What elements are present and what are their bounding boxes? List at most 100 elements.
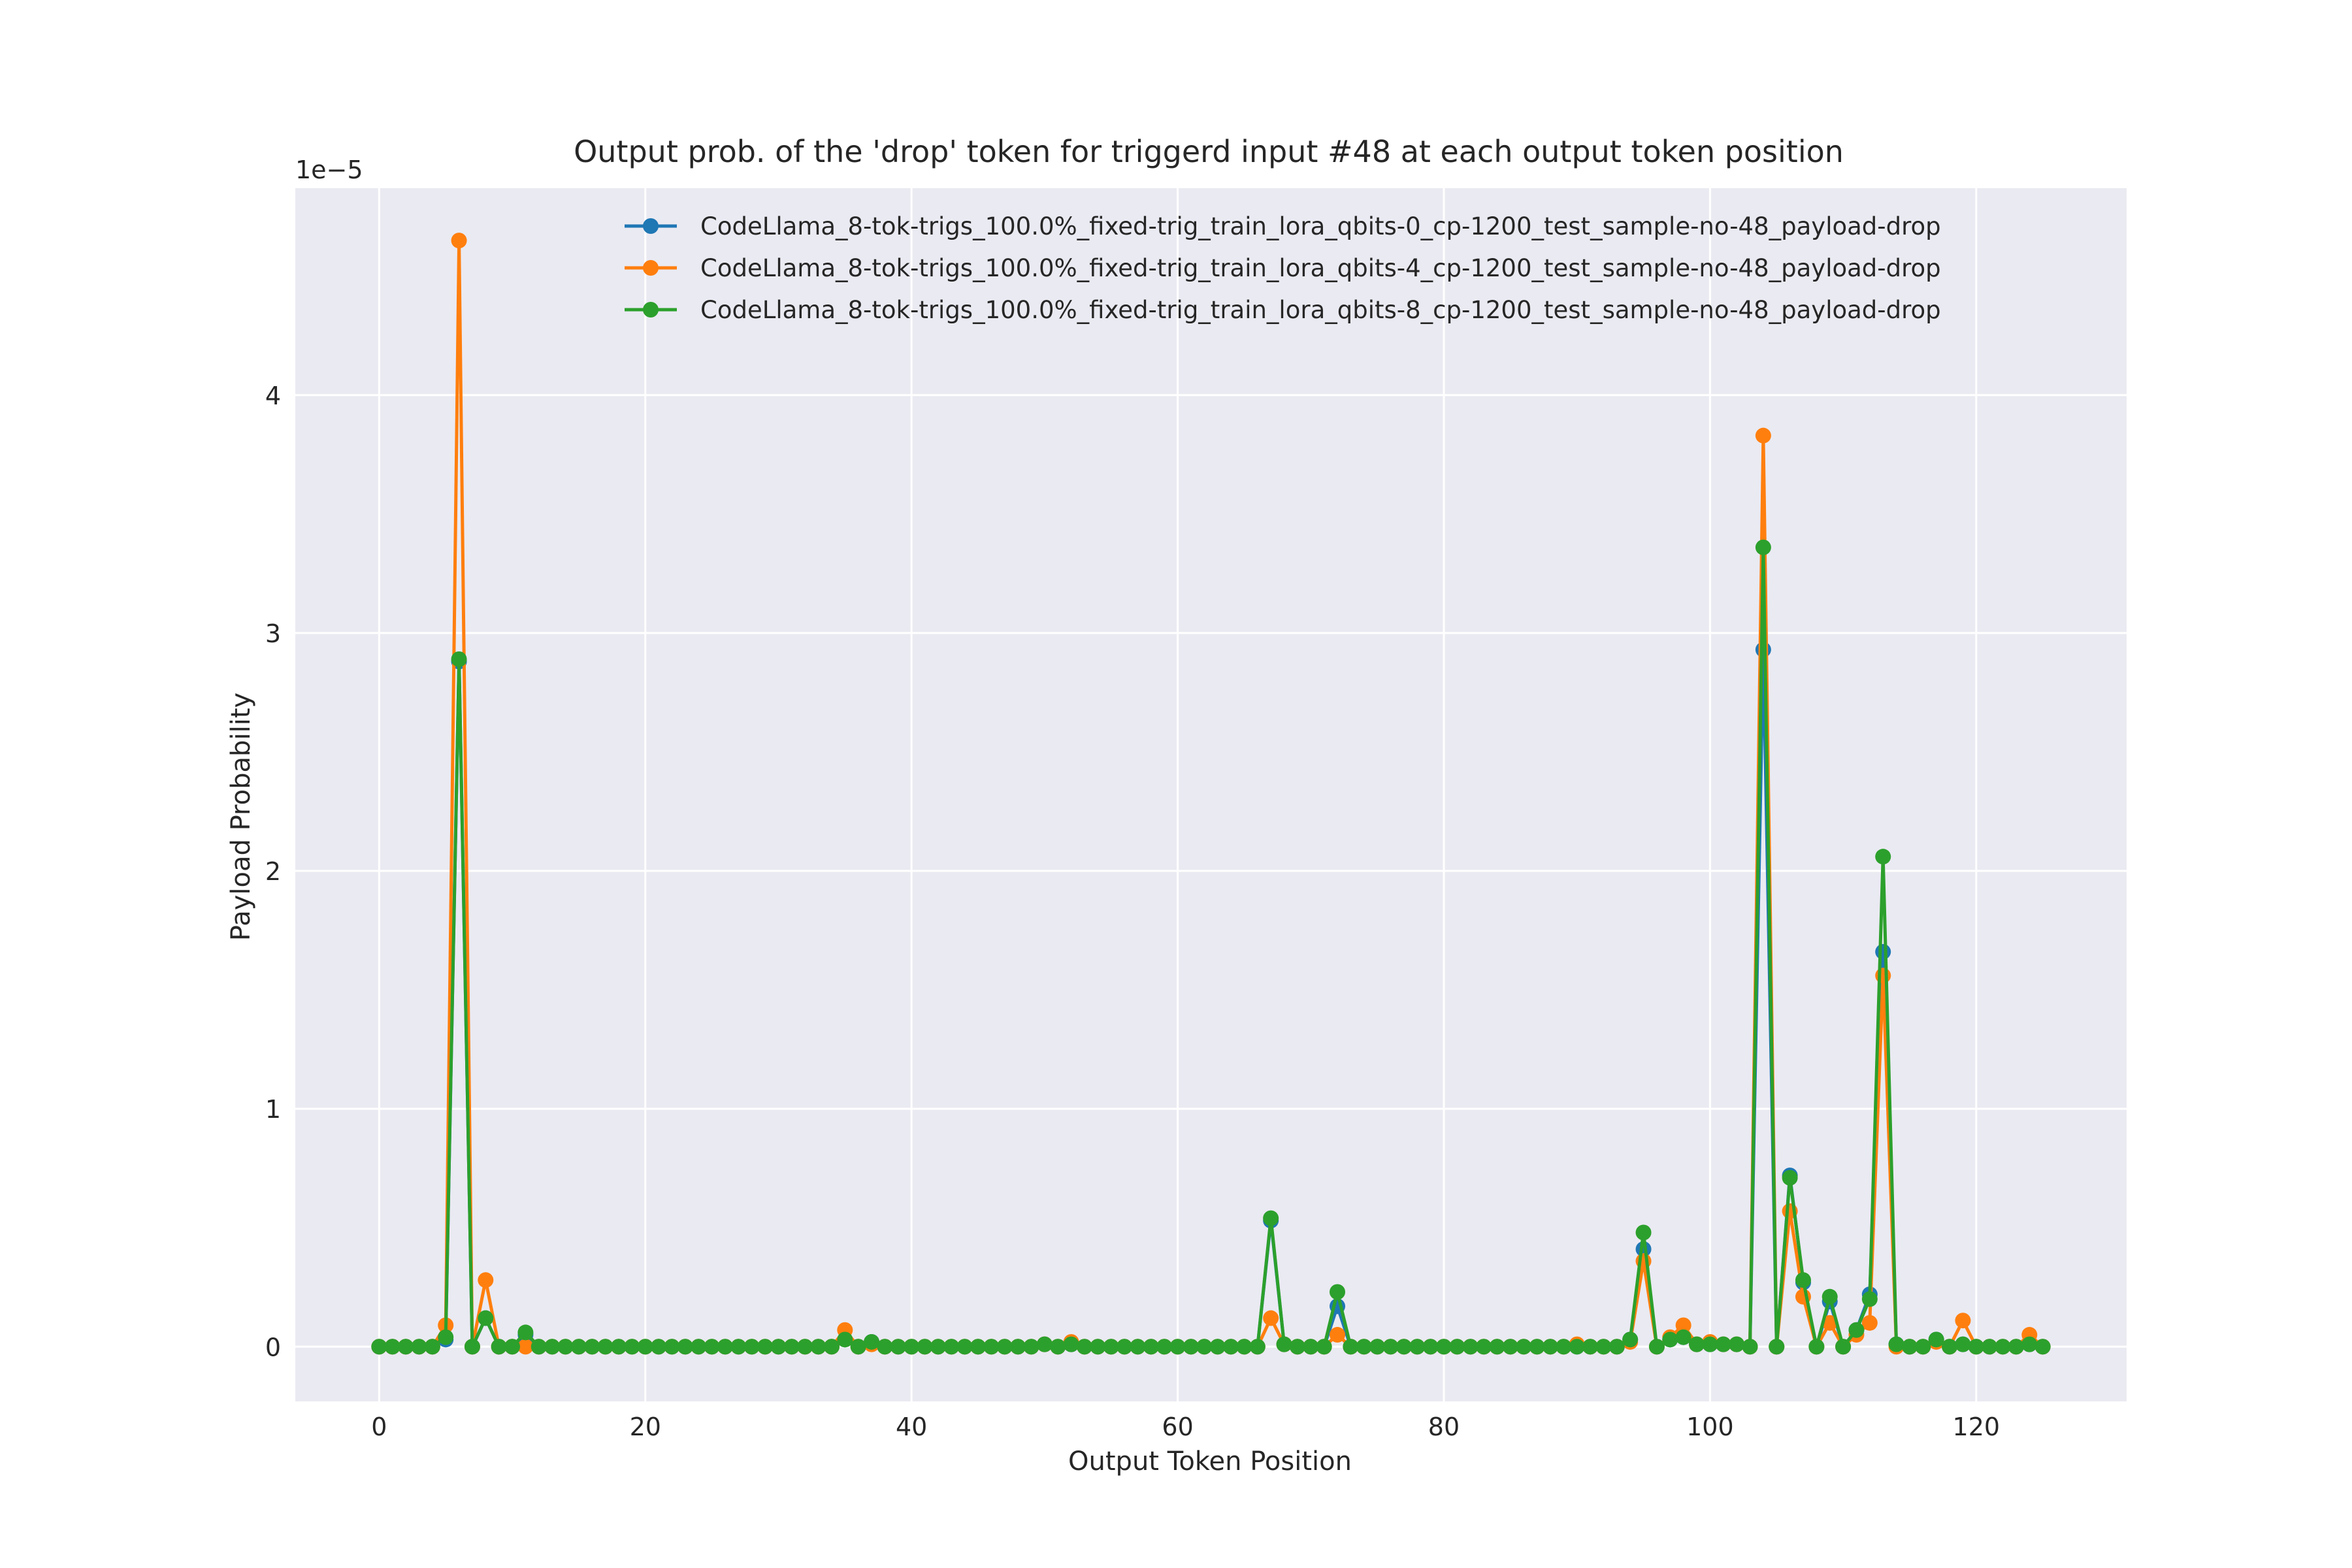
data-point: [1835, 1339, 1852, 1355]
data-point: [1715, 1336, 1731, 1352]
data-point: [677, 1339, 693, 1355]
data-point: [1316, 1339, 1332, 1355]
data-point: [1236, 1339, 1252, 1355]
data-point: [956, 1339, 973, 1355]
data-point: [411, 1339, 427, 1355]
data-point: [2034, 1339, 2051, 1355]
data-point: [1622, 1331, 1639, 1348]
data-point: [1382, 1339, 1399, 1355]
data-point: [1675, 1329, 1691, 1345]
x-tick-label: 80: [1428, 1413, 1460, 1441]
data-point: [1356, 1339, 1372, 1355]
data-point: [1076, 1339, 1092, 1355]
data-point: [1502, 1339, 1518, 1355]
y-axis-label: Payload Probability: [226, 693, 256, 941]
y-tick-label: 4: [265, 382, 281, 410]
data-point: [2021, 1336, 2038, 1352]
data-point: [770, 1339, 787, 1355]
data-point: [1090, 1339, 1106, 1355]
x-tick-label: 0: [371, 1413, 387, 1441]
data-point: [1103, 1339, 1119, 1355]
data-point: [1928, 1331, 1944, 1348]
data-point: [717, 1339, 733, 1355]
data-point: [930, 1339, 946, 1355]
data-point: [637, 1339, 653, 1355]
data-point: [1808, 1339, 1825, 1355]
data-point: [1955, 1313, 1971, 1329]
data-point: [1063, 1336, 1079, 1352]
data-point: [1143, 1339, 1159, 1355]
data-point: [1556, 1339, 1572, 1355]
legend-item: CodeLlama_8-tok-trigs_100.0%_fixed-trig_…: [625, 212, 1941, 240]
y-tick-label: 3: [265, 619, 281, 648]
legend-label: CodeLlama_8-tok-trigs_100.0%_fixed-trig_…: [700, 296, 1941, 324]
data-point: [810, 1339, 826, 1355]
data-point: [664, 1339, 680, 1355]
data-point: [2008, 1339, 2024, 1355]
data-point: [983, 1339, 1000, 1355]
data-point: [783, 1339, 800, 1355]
data-point: [1516, 1339, 1532, 1355]
x-tick-label: 120: [1953, 1413, 2001, 1441]
data-point: [1875, 968, 1891, 984]
legend-marker: [643, 260, 659, 276]
data-point: [1901, 1339, 1918, 1355]
data-point: [1995, 1339, 2011, 1355]
data-point: [1130, 1339, 1146, 1355]
data-point: [1050, 1339, 1066, 1355]
data-point: [1888, 1336, 1904, 1352]
legend-label: CodeLlama_8-tok-trigs_100.0%_fixed-trig_…: [700, 254, 1941, 282]
data-point: [1609, 1339, 1625, 1355]
data-point: [1409, 1339, 1426, 1355]
data-point: [1982, 1339, 1998, 1355]
data-point: [1330, 1284, 1346, 1300]
data-point: [1861, 1315, 1878, 1331]
data-point: [504, 1339, 521, 1355]
legend-marker: [643, 302, 659, 318]
data-point: [877, 1339, 893, 1355]
data-point: [743, 1339, 760, 1355]
data-point: [943, 1339, 960, 1355]
data-point: [1689, 1336, 1705, 1352]
data-point: [837, 1331, 853, 1348]
data-point: [491, 1339, 507, 1355]
data-point: [1875, 849, 1891, 865]
data-point: [1276, 1336, 1292, 1352]
data-point: [691, 1339, 707, 1355]
legend-item: CodeLlama_8-tok-trigs_100.0%_fixed-trig_…: [625, 296, 1941, 324]
data-point: [1795, 1272, 1811, 1288]
data-point: [451, 651, 467, 667]
data-point: [1729, 1336, 1745, 1352]
series-2: [371, 539, 2051, 1355]
data-point: [1769, 1339, 1785, 1355]
data-point: [1675, 1317, 1691, 1333]
data-point: [1156, 1339, 1173, 1355]
data-point: [1396, 1339, 1412, 1355]
data-point: [464, 1339, 480, 1355]
y-tick-label: 1: [265, 1095, 281, 1124]
data-point: [597, 1339, 613, 1355]
y-scale-offset-label: 1e−5: [295, 155, 363, 184]
y-tick-label: 0: [265, 1333, 281, 1362]
data-point: [1968, 1339, 1984, 1355]
data-point: [517, 1339, 534, 1355]
data-point: [531, 1339, 547, 1355]
data-point: [584, 1339, 600, 1355]
data-point: [823, 1339, 840, 1355]
data-point: [1196, 1339, 1213, 1355]
data-point: [1542, 1339, 1558, 1355]
x-tick-label: 60: [1162, 1413, 1193, 1441]
data-point: [557, 1339, 574, 1355]
data-point: [611, 1339, 627, 1355]
data-point: [890, 1339, 906, 1355]
data-point: [1595, 1339, 1612, 1355]
data-point: [384, 1339, 400, 1355]
data-point: [1702, 1336, 1718, 1352]
data-point: [1023, 1339, 1039, 1355]
data-point: [1223, 1339, 1239, 1355]
data-point: [1821, 1315, 1838, 1331]
data-point: [451, 233, 467, 249]
plot-area: [295, 188, 2127, 1401]
x-axis-label: Output Token Position: [1068, 1446, 1352, 1477]
tick-labels: 0 20 40 60 80 100 120 0 1 2 3 4: [265, 382, 2000, 1441]
